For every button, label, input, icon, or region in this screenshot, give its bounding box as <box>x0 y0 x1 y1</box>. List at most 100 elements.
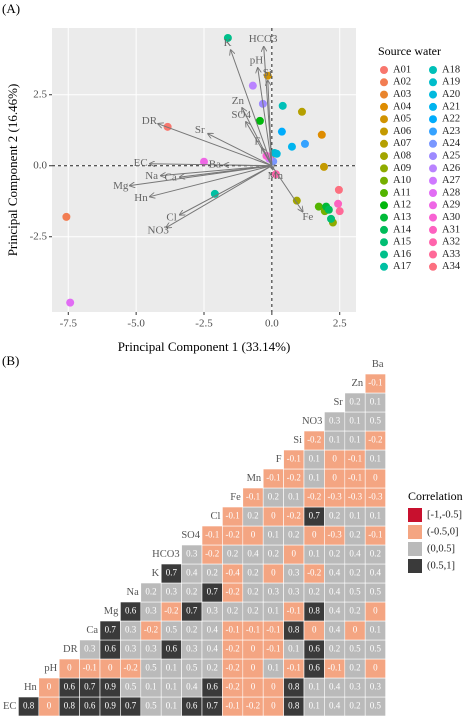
cell-label: 0.1 <box>268 663 279 673</box>
cell-label: 0.7 <box>186 606 198 616</box>
cell-label: -0.2 <box>144 625 158 635</box>
cell-label: 0.2 <box>207 663 218 673</box>
point <box>200 157 208 166</box>
cell-label: 0.4 <box>207 644 219 654</box>
legend-swatch <box>380 78 388 87</box>
legend-label: (0.5,1] <box>427 560 455 571</box>
loading-arrow <box>268 81 273 166</box>
loading-label: Si <box>263 67 272 79</box>
variable-label: K <box>152 568 160 579</box>
cell-label: 0.2 <box>247 587 258 597</box>
cell-label: 0.5 <box>370 701 382 711</box>
legend-swatch <box>408 525 422 539</box>
legend-swatch <box>380 164 388 173</box>
legend-swatch <box>380 176 388 185</box>
cell-label: 0 <box>373 473 378 483</box>
cell-label: 0.3 <box>145 644 157 654</box>
legend-swatch <box>380 238 388 247</box>
legend-label: A09 <box>393 163 411 174</box>
cell-label: 0.2 <box>349 397 360 407</box>
legend-swatch <box>429 201 437 210</box>
cell-label: -0.2 <box>307 568 321 578</box>
cell-label: -0.2 <box>225 682 239 692</box>
cell-label: -0.1 <box>287 606 301 616</box>
panel-label: (B) <box>2 353 19 368</box>
cell-label: 0.6 <box>309 644 321 654</box>
variable-label: Na <box>127 587 140 598</box>
legend-swatch <box>429 66 437 74</box>
x-tick-label: 0.0 <box>265 318 279 330</box>
cell-label: -0.2 <box>307 435 321 445</box>
cell-label: 0.6 <box>186 701 198 711</box>
legend-label: A08 <box>393 151 411 162</box>
y-tick-label: 0.0 <box>33 159 47 171</box>
legend-swatch <box>429 78 437 87</box>
legend-swatch <box>408 542 422 556</box>
cell-label: 0.2 <box>186 625 197 635</box>
cell-label: 0.4 <box>207 625 219 635</box>
cell-label: 0 <box>373 606 378 616</box>
cell-label: 0.1 <box>166 682 177 692</box>
variable-label: DR <box>63 644 78 655</box>
cell-label: 0.7 <box>166 568 178 578</box>
cell-label: 0.6 <box>125 606 137 616</box>
cell-label: 0.1 <box>145 682 156 692</box>
heatmap-cell <box>364 373 386 394</box>
cell-label: 0.4 <box>186 568 198 578</box>
cell-label: -0.1 <box>348 473 362 483</box>
legend-swatch <box>429 225 437 234</box>
point <box>319 162 328 171</box>
cell-label: 0.5 <box>145 701 157 711</box>
legend-label: A10 <box>393 175 411 186</box>
loading-arrow <box>166 165 273 228</box>
cell-label: 0 <box>251 644 256 654</box>
variable-label: EC <box>3 701 16 712</box>
cell-label: 0.9 <box>105 682 117 692</box>
legend-swatch <box>429 164 437 173</box>
cell-label: -0.1 <box>266 473 280 483</box>
legend-label: A16 <box>393 249 411 260</box>
cell-label: 0.1 <box>370 625 381 635</box>
cell-label: 0.4 <box>329 701 341 711</box>
cell-label: -0.2 <box>368 435 382 445</box>
legend-label: A24 <box>442 138 461 149</box>
cell-label: 0.3 <box>268 587 280 597</box>
legend-label: A32 <box>442 237 460 248</box>
loading-label: Hn <box>134 192 148 204</box>
cell-label: 0.4 <box>329 606 341 616</box>
cell-label: -0.1 <box>246 492 260 502</box>
loading-label: Sr <box>195 124 205 136</box>
cell-label: 0.2 <box>247 568 258 578</box>
legend-label: A25 <box>442 151 460 162</box>
variable-label: HCO3 <box>152 549 179 560</box>
legend-swatch <box>429 213 437 222</box>
legend-label: A33 <box>442 249 460 260</box>
legend-swatch <box>429 262 437 271</box>
legend-label: A01 <box>393 64 411 75</box>
loading-label: Na <box>145 170 158 182</box>
legend-label: A02 <box>393 77 411 88</box>
legend-label: A26 <box>442 163 460 174</box>
cell-label: 0 <box>47 682 52 692</box>
cell-label: 0.3 <box>349 682 361 692</box>
cell-label: 0.3 <box>288 587 300 597</box>
x-tick-label: -7.5 <box>60 318 78 330</box>
cell-label: 0.2 <box>349 663 360 673</box>
cell-label: -0.1 <box>225 625 239 635</box>
point <box>327 214 336 223</box>
cell-label: 0.2 <box>288 530 299 540</box>
cell-label: -0.1 <box>266 644 280 654</box>
cell-label: 0.2 <box>247 511 258 521</box>
x-tick-label: 2.5 <box>333 318 347 330</box>
cell-label: 0.2 <box>227 549 238 559</box>
cell-label: 0.2 <box>247 606 258 616</box>
cell-label: 0.5 <box>370 644 382 654</box>
loading-label: SO4 <box>231 109 251 121</box>
cell-label: -0.1 <box>327 663 341 673</box>
legend-label: A28 <box>442 187 460 198</box>
cell-label: 0.4 <box>329 587 341 597</box>
cell-label: 0.2 <box>349 530 360 540</box>
cell-label: 0.2 <box>329 644 340 654</box>
legend-swatch <box>408 508 422 522</box>
